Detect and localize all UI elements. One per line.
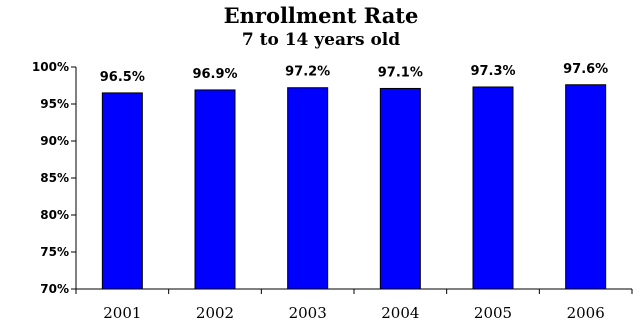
bar-2006 xyxy=(565,84,607,290)
y-tick-label: 75% xyxy=(40,245,69,259)
data-label-2001: 96.5% xyxy=(100,70,145,85)
x-tick-label-2003: 2003 xyxy=(289,304,327,322)
x-tick-label-2004: 2004 xyxy=(381,304,419,322)
data-label-2003: 97.2% xyxy=(285,65,330,80)
y-tick-label: 90% xyxy=(40,134,69,148)
x-tick-label-2006: 2006 xyxy=(567,304,605,322)
bar-2002 xyxy=(194,89,236,290)
chart-title: Enrollment Rate xyxy=(223,3,419,28)
y-tick-label: 100% xyxy=(32,60,69,74)
y-tick-label: 70% xyxy=(40,282,69,296)
bar-2005 xyxy=(472,86,514,290)
y-tick-label: 80% xyxy=(40,208,69,222)
bar-2004 xyxy=(379,87,421,290)
bar-2003 xyxy=(287,87,329,290)
y-tick-label: 85% xyxy=(40,171,69,185)
chart-subtitle: 7 to 14 years old xyxy=(241,30,401,50)
data-label-2005: 97.3% xyxy=(470,64,515,79)
bar-2001 xyxy=(101,92,143,290)
data-label-2006: 97.6% xyxy=(563,62,608,77)
data-label-2004: 97.1% xyxy=(378,65,423,80)
data-label-2002: 96.9% xyxy=(192,67,237,82)
x-tick-label-2005: 2005 xyxy=(474,304,512,322)
y-tick-label: 95% xyxy=(40,97,69,111)
x-tick-label-2002: 2002 xyxy=(196,304,234,322)
x-tick-label-2001: 2001 xyxy=(103,304,141,322)
